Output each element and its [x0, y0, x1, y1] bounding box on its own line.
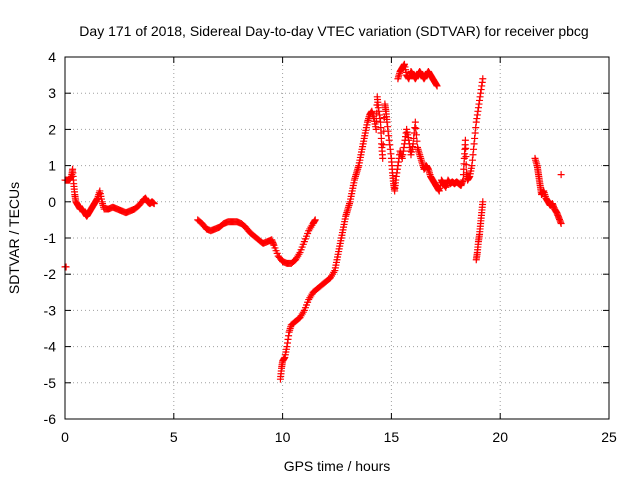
y-tick-label: -1: [44, 230, 57, 246]
data-point: [372, 117, 380, 125]
y-tick-label: 4: [48, 49, 56, 65]
x-axis-label: GPS time / hours: [284, 458, 391, 474]
x-tick-label: 0: [61, 429, 69, 445]
data-point: [311, 216, 319, 224]
data-point: [557, 171, 565, 179]
y-tick-label: -5: [44, 375, 57, 391]
data-point: [461, 136, 469, 144]
y-tick-label: 2: [48, 121, 56, 137]
data-point: [462, 153, 470, 161]
data-points: [61, 60, 565, 383]
x-tick-label: 25: [601, 429, 617, 445]
y-tick-label: -2: [44, 266, 57, 282]
y-tick-label: 0: [48, 194, 56, 210]
x-tick-label: 10: [275, 429, 291, 445]
y-tick-label: 3: [48, 85, 56, 101]
data-point: [150, 200, 158, 208]
grid-lines: [65, 57, 609, 419]
y-tick-labels: -6 -5 -4 -3 -2 -1 0 1 2 3 4: [44, 49, 57, 427]
y-tick-label: -4: [44, 339, 57, 355]
chart-title: Day 171 of 2018, Sidereal Day-to-day VTE…: [79, 23, 588, 39]
plot-frame: [64, 56, 610, 420]
data-point: [462, 144, 470, 152]
data-point: [433, 82, 441, 90]
data-point: [462, 161, 470, 169]
data-point: [412, 131, 420, 139]
y-tick-label: -3: [44, 302, 57, 318]
x-tick-labels: 0 5 10 15 20 25: [61, 429, 617, 445]
data-point: [379, 154, 387, 162]
data-point: [411, 118, 419, 126]
x-tick-label: 20: [492, 429, 508, 445]
y-tick-label: -6: [44, 411, 57, 427]
y-axis-label: SDTVAR / TECUs: [6, 182, 22, 294]
data-point: [479, 75, 487, 83]
data-point: [557, 220, 565, 228]
data-point: [413, 137, 421, 145]
y-tick-label: 1: [48, 158, 56, 174]
data-point: [62, 263, 70, 271]
x-tick-label: 5: [170, 429, 178, 445]
data-point: [412, 124, 420, 132]
data-point: [379, 141, 387, 149]
x-tick-label: 15: [384, 429, 400, 445]
data-point: [372, 125, 380, 133]
data-point: [479, 198, 487, 206]
